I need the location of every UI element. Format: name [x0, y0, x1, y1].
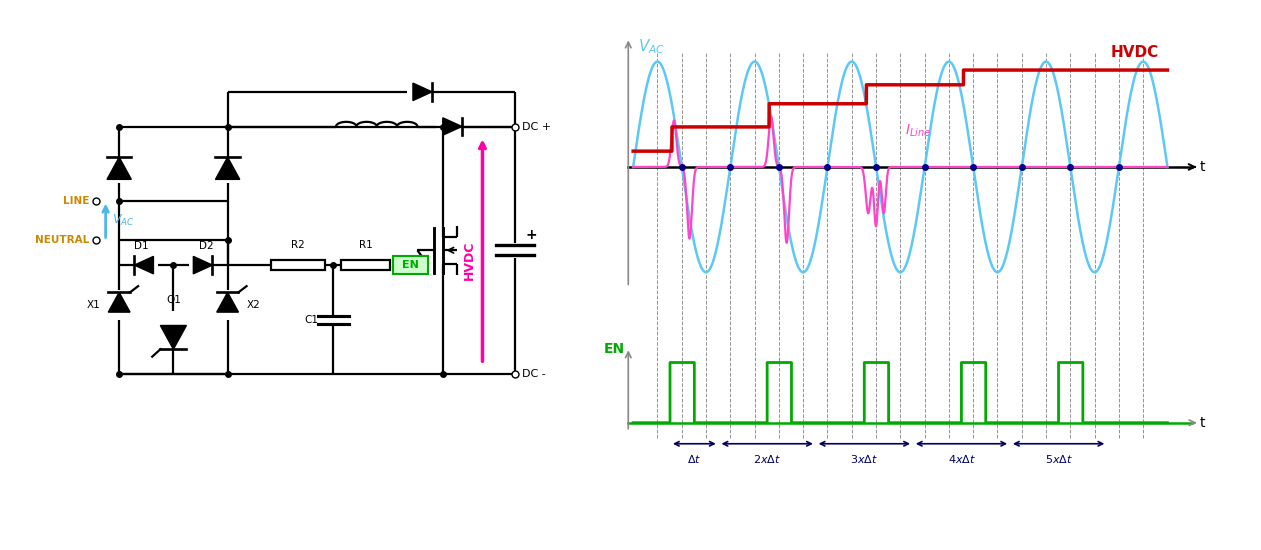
Polygon shape: [108, 293, 130, 312]
Text: X2: X2: [247, 300, 260, 310]
Text: EN: EN: [402, 260, 419, 270]
Polygon shape: [412, 83, 433, 101]
Text: DC -: DC -: [522, 369, 546, 379]
Text: DC +: DC +: [522, 122, 551, 131]
Text: $5x\Delta t$: $5x\Delta t$: [1044, 453, 1073, 465]
Text: Q1: Q1: [166, 295, 180, 305]
Text: C1: C1: [305, 315, 319, 324]
Text: $4x\Delta t$: $4x\Delta t$: [947, 453, 976, 465]
Text: NEUTRAL: NEUTRAL: [35, 235, 90, 245]
Text: $2x\Delta t$: $2x\Delta t$: [753, 453, 782, 465]
Text: D2: D2: [199, 241, 213, 251]
Text: LINE: LINE: [63, 196, 90, 206]
Text: X1: X1: [87, 300, 100, 310]
Polygon shape: [193, 256, 212, 274]
Text: $I_{Line}$: $I_{Line}$: [905, 123, 931, 139]
Text: R2: R2: [291, 240, 305, 250]
Polygon shape: [135, 256, 154, 274]
Text: t: t: [1199, 416, 1206, 430]
Polygon shape: [443, 118, 462, 135]
Text: $V_{AC}$: $V_{AC}$: [112, 213, 135, 228]
Bar: [342, 260, 390, 270]
Text: D1: D1: [134, 241, 148, 251]
Text: EN: EN: [604, 343, 625, 356]
Text: HVDC: HVDC: [463, 240, 475, 280]
Bar: [271, 260, 325, 270]
Text: R1: R1: [359, 240, 373, 250]
Text: HVDC: HVDC: [1111, 45, 1159, 60]
Polygon shape: [107, 157, 131, 179]
Text: $3x\Delta t$: $3x\Delta t$: [850, 453, 879, 465]
Polygon shape: [216, 157, 240, 179]
Polygon shape: [217, 293, 238, 312]
Bar: [393, 256, 429, 274]
Text: $\Delta t$: $\Delta t$: [687, 453, 701, 465]
Polygon shape: [160, 326, 187, 349]
Text: +: +: [526, 228, 537, 243]
Text: t: t: [1199, 160, 1206, 174]
Text: $V_{AC}$: $V_{AC}$: [638, 37, 665, 56]
